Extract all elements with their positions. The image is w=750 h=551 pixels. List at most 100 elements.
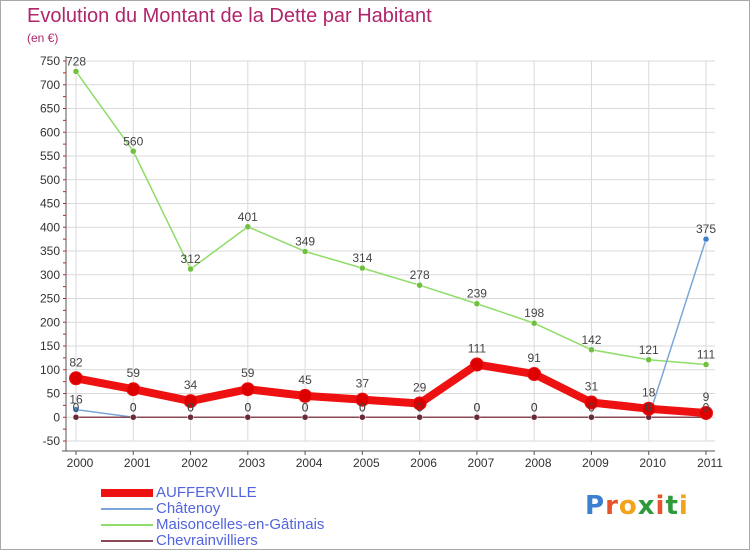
data-label-chevrainvilliers: 0	[416, 400, 423, 414]
data-label-aufferville: 18	[642, 386, 656, 400]
x-tick-label: 2005	[353, 456, 380, 470]
data-point-chevrainvilliers	[416, 414, 423, 421]
data-point-aufferville	[699, 405, 713, 420]
data-label-maisoncelles-en-g-tinais: 198	[524, 306, 544, 320]
x-tick-label: 2002	[181, 456, 208, 470]
y-tick-label: 0	[53, 410, 60, 424]
data-label-aufferville: 34	[184, 378, 198, 392]
legend-label: Chevrainvilliers	[156, 532, 258, 549]
data-point-maisoncelles-en-g-tinais	[473, 300, 481, 307]
data-label-maisoncelles-en-g-tinais: 121	[639, 343, 659, 357]
data-point-aufferville	[69, 371, 83, 386]
y-tick-label: 350	[40, 244, 60, 258]
proxiti-logo: Proxiti	[585, 491, 689, 521]
legend-label: Maisoncelles-en-Gâtinais	[156, 516, 325, 533]
legend-item-chatenoy[interactable]: Châtenoy	[101, 501, 324, 517]
y-tick-label: 550	[40, 149, 60, 163]
data-label-aufferville: 111	[468, 342, 487, 356]
data-label-ch-tenoy: 16	[69, 393, 83, 407]
data-label-ch-tenoy: 0	[474, 400, 481, 414]
y-tick-label: -50	[43, 434, 61, 448]
data-point-aufferville	[584, 395, 599, 410]
y-tick-label: 250	[40, 292, 60, 306]
y-tick-label: 100	[40, 363, 60, 377]
legend-swatch-chatenoy	[101, 508, 153, 510]
legend-swatch-aufferville	[101, 489, 153, 497]
x-tick-label: 2010	[639, 456, 666, 470]
data-point-maisoncelles-en-g-tinais	[244, 223, 252, 231]
data-point-aufferville	[183, 394, 198, 409]
data-label-maisoncelles-en-g-tinais: 278	[410, 268, 430, 282]
x-tick-label: 2001	[124, 456, 151, 470]
y-tick-label: 400	[40, 220, 60, 234]
data-label-maisoncelles-en-g-tinais: 111	[697, 348, 716, 362]
data-point-maisoncelles-en-g-tinais	[130, 148, 137, 155]
data-point-chevrainvilliers	[244, 414, 252, 421]
data-label-chevrainvilliers: 0	[645, 400, 652, 414]
data-label-maisoncelles-en-g-tinais: 314	[352, 251, 372, 265]
data-point-maisoncelles-en-g-tinais	[645, 356, 652, 364]
data-point-aufferville	[298, 388, 313, 403]
data-label-ch-tenoy: 375	[696, 222, 716, 236]
legend-item-maisoncelles[interactable]: Maisoncelles-en-Gâtinais	[101, 517, 324, 533]
data-label-maisoncelles-en-g-tinais: 349	[295, 234, 315, 248]
data-label-ch-tenoy: 0	[645, 400, 652, 414]
data-point-chevrainvilliers	[72, 414, 80, 421]
x-tick-label: 2011	[697, 456, 723, 470]
x-tick-label: 2008	[525, 456, 552, 470]
data-point-chevrainvilliers	[130, 414, 137, 421]
data-label-maisoncelles-en-g-tinais: 560	[123, 134, 143, 148]
data-label-maisoncelles-en-g-tinais: 312	[181, 252, 201, 266]
x-tick-label: 2006	[410, 456, 437, 470]
data-point-maisoncelles-en-g-tinais	[187, 265, 194, 273]
x-tick-label: 2000	[67, 456, 94, 470]
data-label-aufferville: 45	[298, 373, 312, 387]
data-label-ch-tenoy: 0	[588, 400, 595, 414]
data-label-chevrainvilliers: 0	[531, 400, 538, 414]
data-point-chevrainvilliers	[473, 414, 481, 421]
data-label-aufferville: 31	[585, 380, 599, 394]
data-label-chevrainvilliers: 0	[244, 400, 251, 414]
legend-item-chevrainvilliers[interactable]: Chevrainvilliers	[101, 533, 324, 549]
data-label-ch-tenoy: 0	[531, 400, 538, 414]
data-label-chevrainvilliers: 0	[73, 400, 80, 414]
data-point-ch-tenoy	[72, 406, 80, 413]
data-point-aufferville	[240, 382, 255, 397]
data-label-aufferville: 37	[356, 377, 370, 391]
data-label-aufferville: 91	[528, 351, 542, 365]
data-point-maisoncelles-en-g-tinais	[416, 281, 423, 289]
legend: AUFFERVILLE Châtenoy Maisoncelles-en-Gât…	[101, 485, 324, 549]
data-label-ch-tenoy: 0	[244, 400, 251, 414]
data-label-aufferville: 59	[127, 366, 141, 380]
x-tick-label: 2009	[582, 456, 609, 470]
data-point-aufferville	[527, 367, 542, 382]
data-point-aufferville	[355, 392, 370, 407]
data-label-ch-tenoy: 0	[416, 400, 423, 414]
y-tick-label: 150	[40, 339, 60, 353]
data-point-aufferville	[126, 382, 141, 397]
data-point-ch-tenoy	[702, 235, 710, 243]
y-tick-label: 500	[40, 173, 60, 187]
data-label-chevrainvilliers: 0	[588, 400, 595, 414]
data-point-maisoncelles-en-g-tinais	[301, 248, 309, 255]
y-tick-label: 750	[40, 54, 60, 68]
y-tick-label: 600	[40, 125, 60, 139]
data-label-chevrainvilliers: 0	[474, 400, 481, 414]
x-tick-label: 2007	[468, 456, 495, 470]
data-label-chevrainvilliers: 0	[703, 400, 710, 414]
data-point-chevrainvilliers	[301, 414, 309, 421]
x-tick-label: 2003	[238, 456, 265, 470]
data-point-aufferville	[641, 401, 656, 416]
data-label-chevrainvilliers: 0	[187, 400, 194, 414]
data-point-chevrainvilliers	[187, 414, 194, 421]
data-label-aufferville: 29	[413, 380, 427, 394]
data-point-chevrainvilliers	[530, 414, 538, 421]
data-point-aufferville	[469, 357, 484, 372]
y-tick-label: 50	[47, 387, 61, 401]
data-label-chevrainvilliers: 0	[130, 400, 137, 414]
series-line-ch-tenoy	[75, 238, 707, 418]
chart-title: Evolution du Montant de la Dette par Hab…	[27, 5, 432, 27]
legend-item-aufferville[interactable]: AUFFERVILLE	[101, 485, 324, 501]
legend-swatch-chevrainvilliers	[101, 540, 153, 542]
